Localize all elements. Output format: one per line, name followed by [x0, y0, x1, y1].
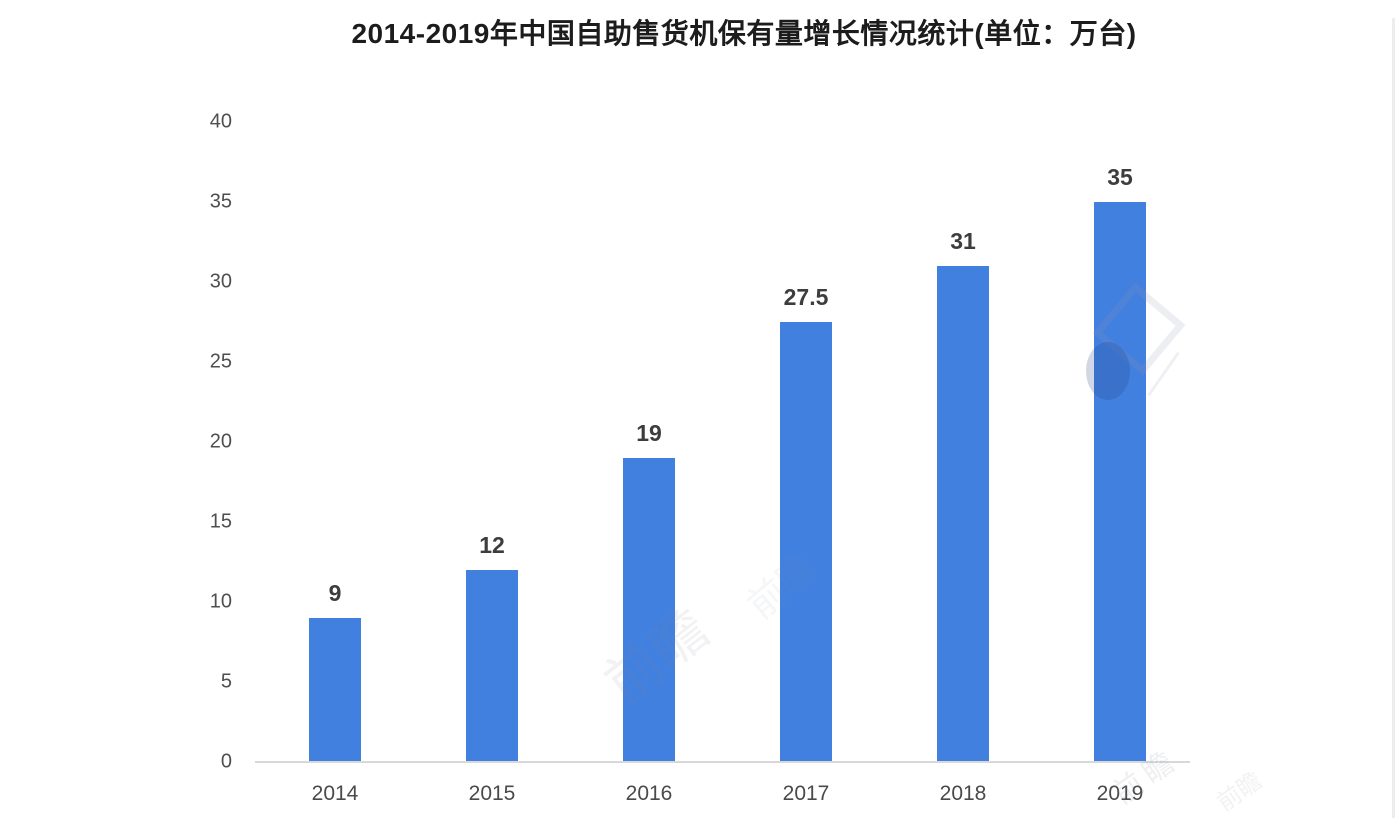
bar-2017 — [780, 322, 832, 762]
bar-group-2018: 31 — [923, 122, 1003, 762]
y-tick-label-15: 15 — [209, 510, 232, 533]
x-tick-label-2016: 2016 — [625, 782, 673, 805]
y-axis: 0 5 10 15 20 25 30 35 40 — [150, 111, 232, 773]
plot-area: 9 12 19 27.5 31 35 — [255, 122, 1190, 763]
bar-group-2015: 12 — [452, 122, 532, 762]
y-tick-label-25: 25 — [209, 350, 232, 373]
bar-2014 — [309, 618, 361, 762]
y-tick-label-10: 10 — [209, 590, 232, 613]
bar-value-label: 12 — [479, 532, 505, 558]
bar-value-label: 35 — [1107, 164, 1133, 190]
page-edge-line — [1392, 18, 1395, 818]
bar-2019 — [1094, 202, 1146, 762]
x-axis-line — [255, 761, 1190, 763]
x-tick-label-2014: 2014 — [311, 782, 359, 805]
x-tick-label-2019: 2019 — [1096, 782, 1144, 805]
bar-group-2017: 27.5 — [766, 122, 846, 762]
bar-2015 — [466, 570, 518, 762]
y-tick-label-20: 20 — [209, 430, 232, 453]
y-tick-label-35: 35 — [209, 190, 232, 213]
bar-value-label: 27.5 — [783, 284, 829, 310]
chart-title: 2014-2019年中国自助售货机保有量增长情况统计(单位：万台) — [351, 18, 1137, 49]
y-tick-label-40: 40 — [209, 110, 232, 133]
bar-2018 — [937, 266, 989, 762]
x-tick-label-2015: 2015 — [468, 782, 516, 805]
x-tick-label-2017: 2017 — [782, 782, 830, 805]
bar-value-label: 31 — [950, 228, 976, 254]
y-tick-label-0: 0 — [220, 750, 232, 773]
bar-group-2019: 35 — [1080, 122, 1160, 762]
x-axis: 2014 2015 2016 2017 2018 2019 — [0, 782, 1400, 816]
y-tick-label-5: 5 — [220, 670, 232, 693]
bar-value-label: 9 — [328, 580, 342, 606]
bar-group-2014: 9 — [295, 122, 375, 762]
bar-group-2016: 19 — [609, 122, 689, 762]
y-tick-label-30: 30 — [209, 270, 232, 293]
bar-value-label: 19 — [636, 420, 662, 446]
bar-2016 — [623, 458, 675, 762]
x-tick-label-2018: 2018 — [939, 782, 987, 805]
